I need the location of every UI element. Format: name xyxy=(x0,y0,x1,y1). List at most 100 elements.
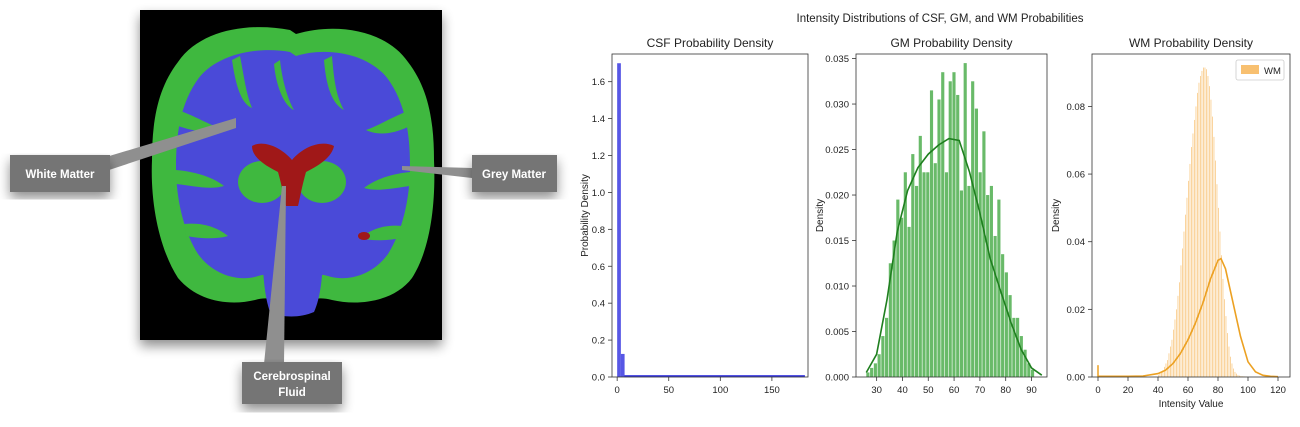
wm-xtick-label: 60 xyxy=(1183,385,1194,396)
gm-bar xyxy=(997,199,1001,377)
wm-bar xyxy=(1158,375,1159,377)
figure-title: Intensity Distributions of CSF, GM, and … xyxy=(797,13,1084,25)
wm-bar xyxy=(1174,319,1176,377)
gm-bar xyxy=(971,81,975,377)
gm-xtick-label: 50 xyxy=(923,385,934,396)
gm-bar xyxy=(885,317,889,377)
gm-bar xyxy=(1019,336,1023,377)
gm-bar xyxy=(952,72,956,378)
wm-bar xyxy=(1183,231,1185,377)
white-matter-label: White Matter xyxy=(26,169,96,181)
wm-xtick-label: 0 xyxy=(1095,385,1100,396)
wm-bar xyxy=(1198,82,1200,377)
gm-bar xyxy=(1016,317,1020,377)
wm-xtick-label: 40 xyxy=(1153,385,1164,396)
gm-xtick-label: 90 xyxy=(1026,385,1037,396)
gm-bar xyxy=(903,172,907,377)
gm-bar xyxy=(914,185,919,377)
gm-bar xyxy=(926,172,930,377)
gm-chart: GM Probability Density 30 40 50 60 70 80 90 0.00… xyxy=(815,36,1048,396)
gm-bar xyxy=(877,354,881,377)
grey-matter-pointer xyxy=(402,166,472,178)
wm-ytick-label: 0.00 xyxy=(1067,373,1086,384)
wm-bar xyxy=(1233,368,1234,377)
gm-xtick-label: 40 xyxy=(897,385,908,396)
gm-bar xyxy=(1012,317,1016,377)
wm-bar xyxy=(1240,375,1242,377)
gm-ylabel: Density xyxy=(815,199,826,232)
wm-bar xyxy=(1206,69,1207,377)
csf-ventricles xyxy=(252,143,334,206)
white-matter-label-box xyxy=(10,155,110,192)
csf-label-box xyxy=(242,362,342,404)
right-deep-grey-matter xyxy=(298,161,346,203)
wm-title: WM Probability Density xyxy=(1129,36,1253,50)
wm-ytick-label: 0.02 xyxy=(1067,305,1086,316)
gm-bar xyxy=(922,172,926,377)
gm-ytick-label: 0.000 xyxy=(825,373,849,384)
wm-bar xyxy=(1230,356,1231,377)
wm-bar xyxy=(1159,373,1161,377)
gm-bar xyxy=(907,226,911,377)
gm-bar xyxy=(978,172,982,377)
wm-bar xyxy=(1192,133,1194,377)
wm-kde-line xyxy=(1098,257,1279,378)
csf-ytick-label: 1.6 xyxy=(592,77,605,88)
gm-bar xyxy=(944,172,949,377)
wm-bar xyxy=(1212,116,1213,377)
gm-bar xyxy=(993,235,997,377)
gm-bar xyxy=(873,363,877,377)
gm-xtick-label: 60 xyxy=(949,385,960,396)
gm-bar xyxy=(989,185,993,377)
legend-swatch xyxy=(1241,65,1259,74)
wm-bar xyxy=(1209,86,1210,377)
gm-bar xyxy=(967,185,971,377)
gm-bar xyxy=(982,131,986,377)
wm-bar xyxy=(1216,184,1218,377)
wm-bar xyxy=(1225,316,1227,377)
wm-bar xyxy=(1176,309,1177,377)
wm-bar xyxy=(1180,265,1182,377)
csf-title: CSF Probability Density xyxy=(647,36,774,50)
gm-xtick-label: 30 xyxy=(871,385,882,396)
csf-ytick-label: 1.4 xyxy=(592,114,605,125)
wm-axes-frame xyxy=(1091,53,1291,378)
wm-ytick-label: 0.08 xyxy=(1067,102,1086,113)
grey-matter-label: Grey Matter xyxy=(482,169,546,181)
csf-ytick-label: 0.4 xyxy=(592,299,605,310)
gm-bar xyxy=(937,99,941,378)
wm-bar xyxy=(1201,70,1203,377)
wm-bar xyxy=(1224,299,1225,377)
wm-bar xyxy=(1161,371,1162,377)
gm-bar xyxy=(870,367,874,377)
wm-bar xyxy=(1179,282,1180,377)
wm-bar xyxy=(1231,363,1233,377)
wm-bar xyxy=(1234,371,1236,377)
csf-ylabel: Probability Density xyxy=(580,174,591,257)
csf-xtick-label: 50 xyxy=(663,385,674,396)
wm-bar xyxy=(1162,370,1164,377)
wm-ytick-label: 0.04 xyxy=(1067,237,1086,248)
gm-bar xyxy=(963,63,967,377)
gm-bar xyxy=(941,72,945,378)
csf-ytick-label: 0.8 xyxy=(592,225,605,236)
csf-ytick-label: 1.0 xyxy=(592,188,605,199)
csf-xtick-label: 150 xyxy=(764,385,780,396)
csf-ytick-label: 0.2 xyxy=(592,336,605,347)
wm-bar xyxy=(1222,278,1224,377)
gm-bar xyxy=(1001,254,1005,377)
wm-bar xyxy=(1189,163,1191,377)
wm-bar xyxy=(1168,353,1170,377)
wm-bar xyxy=(1227,333,1228,377)
csf-pointer xyxy=(264,186,286,364)
wm-xtick-label: 100 xyxy=(1240,385,1256,396)
wm-xtick-label: 80 xyxy=(1213,385,1224,396)
wm-chart: WM Probability Density 0 20 40 60 80 100 120 0.0… xyxy=(1051,36,1291,410)
wm-bar xyxy=(1197,92,1198,377)
csf-xtick-label: 0 xyxy=(615,385,620,396)
gm-bar xyxy=(892,240,896,377)
gm-bar xyxy=(1004,272,1008,377)
csf-ytick-label: 1.2 xyxy=(592,151,605,162)
gm-ytick-label: 0.015 xyxy=(825,236,849,247)
